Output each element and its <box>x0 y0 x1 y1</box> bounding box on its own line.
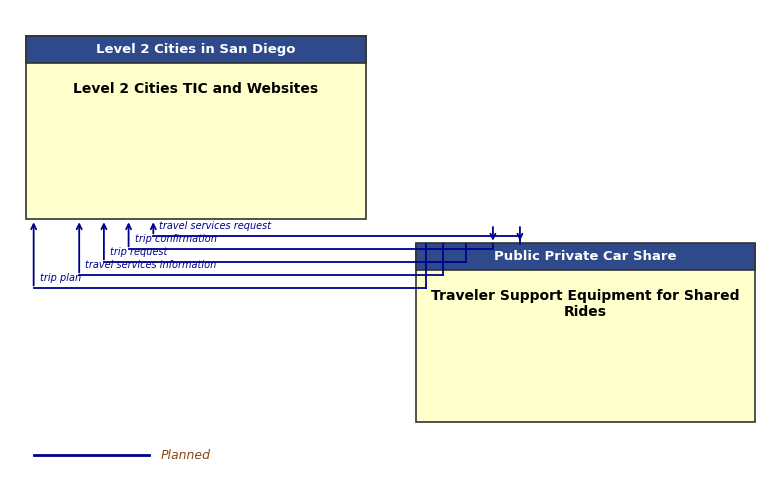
Text: Planned: Planned <box>161 449 211 462</box>
Bar <box>416 244 756 270</box>
Bar <box>26 37 366 220</box>
Bar <box>26 37 366 63</box>
Text: travel services request: travel services request <box>160 222 272 231</box>
Text: Traveler Support Equipment for Shared
Rides: Traveler Support Equipment for Shared Ri… <box>431 289 740 319</box>
Text: travel services information: travel services information <box>85 261 217 270</box>
Text: Level 2 Cities TIC and Websites: Level 2 Cities TIC and Websites <box>73 82 319 96</box>
Text: trip request: trip request <box>110 247 168 258</box>
Text: Level 2 Cities in San Diego: Level 2 Cities in San Diego <box>96 43 295 56</box>
Text: trip confirmation: trip confirmation <box>135 234 217 244</box>
Bar <box>416 244 756 422</box>
Text: trip plan: trip plan <box>40 274 81 283</box>
Text: Public Private Car Share: Public Private Car Share <box>494 250 677 263</box>
